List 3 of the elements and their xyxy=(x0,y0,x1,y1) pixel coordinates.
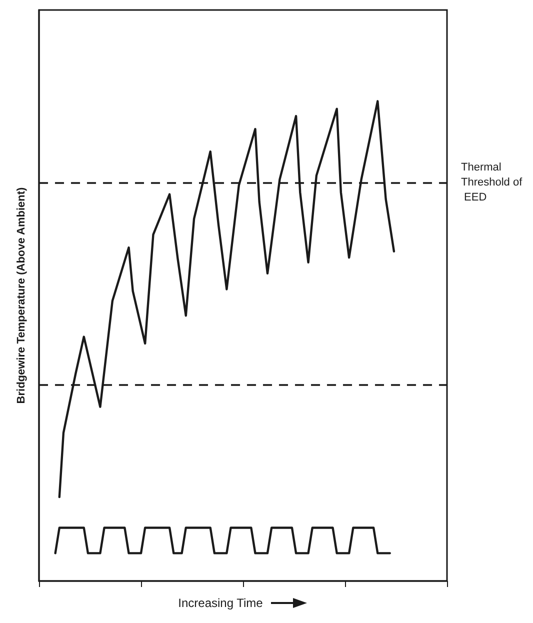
x-axis-title: Increasing Time xyxy=(178,596,263,610)
y-axis-title: Bridgewire Temperature (Above Ambient) xyxy=(16,186,28,404)
ref-line-label: Thermal Threshold of EED xyxy=(461,162,524,204)
